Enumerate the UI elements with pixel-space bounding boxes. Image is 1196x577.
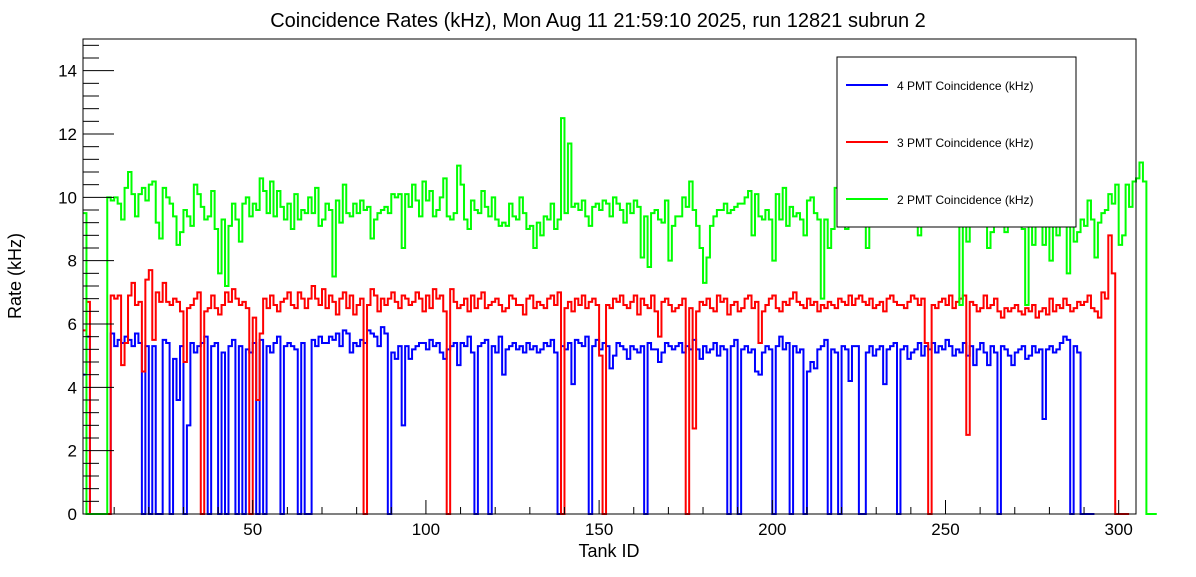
y-tick-label: 12 (58, 125, 77, 144)
legend-label-2pmt: 2 PMT Coincidence (kHz) (897, 193, 1034, 207)
axes: 0 2 4 6 8 10 12 14 50 100 150 200 250 300 (58, 44, 1133, 539)
y-tick-label: 2 (68, 442, 77, 461)
y-axis-label: Rate (kHz) (5, 233, 25, 319)
y-tick-label: 0 (68, 505, 77, 524)
x-axis-label: Tank ID (578, 541, 639, 561)
x-tick-label: 300 (1104, 520, 1132, 539)
y-tick-label: 10 (58, 188, 77, 207)
legend-label-4pmt: 4 PMT Coincidence (kHz) (897, 79, 1034, 93)
plot-frame (82, 38, 1137, 515)
legend-label-3pmt: 3 PMT Coincidence (kHz) (897, 136, 1034, 150)
chart-title: Coincidence Rates (kHz), Mon Aug 11 21:5… (270, 10, 926, 32)
x-tick-label: 200 (758, 520, 786, 539)
y-tick-label: 14 (58, 62, 77, 81)
legend: 4 PMT Coincidence (kHz) 3 PMT Coincidenc… (836, 56, 1077, 228)
x-tick-label: 250 (931, 520, 959, 539)
y-tick-label: 6 (68, 315, 77, 334)
y-tick-label: 8 (68, 252, 77, 271)
x-tick-label: 100 (412, 520, 440, 539)
series-3pmt-line (83, 234, 1130, 515)
x-tick-label: 150 (585, 520, 613, 539)
x-tick-label: 50 (243, 520, 262, 539)
y-tick-label: 4 (68, 378, 77, 397)
